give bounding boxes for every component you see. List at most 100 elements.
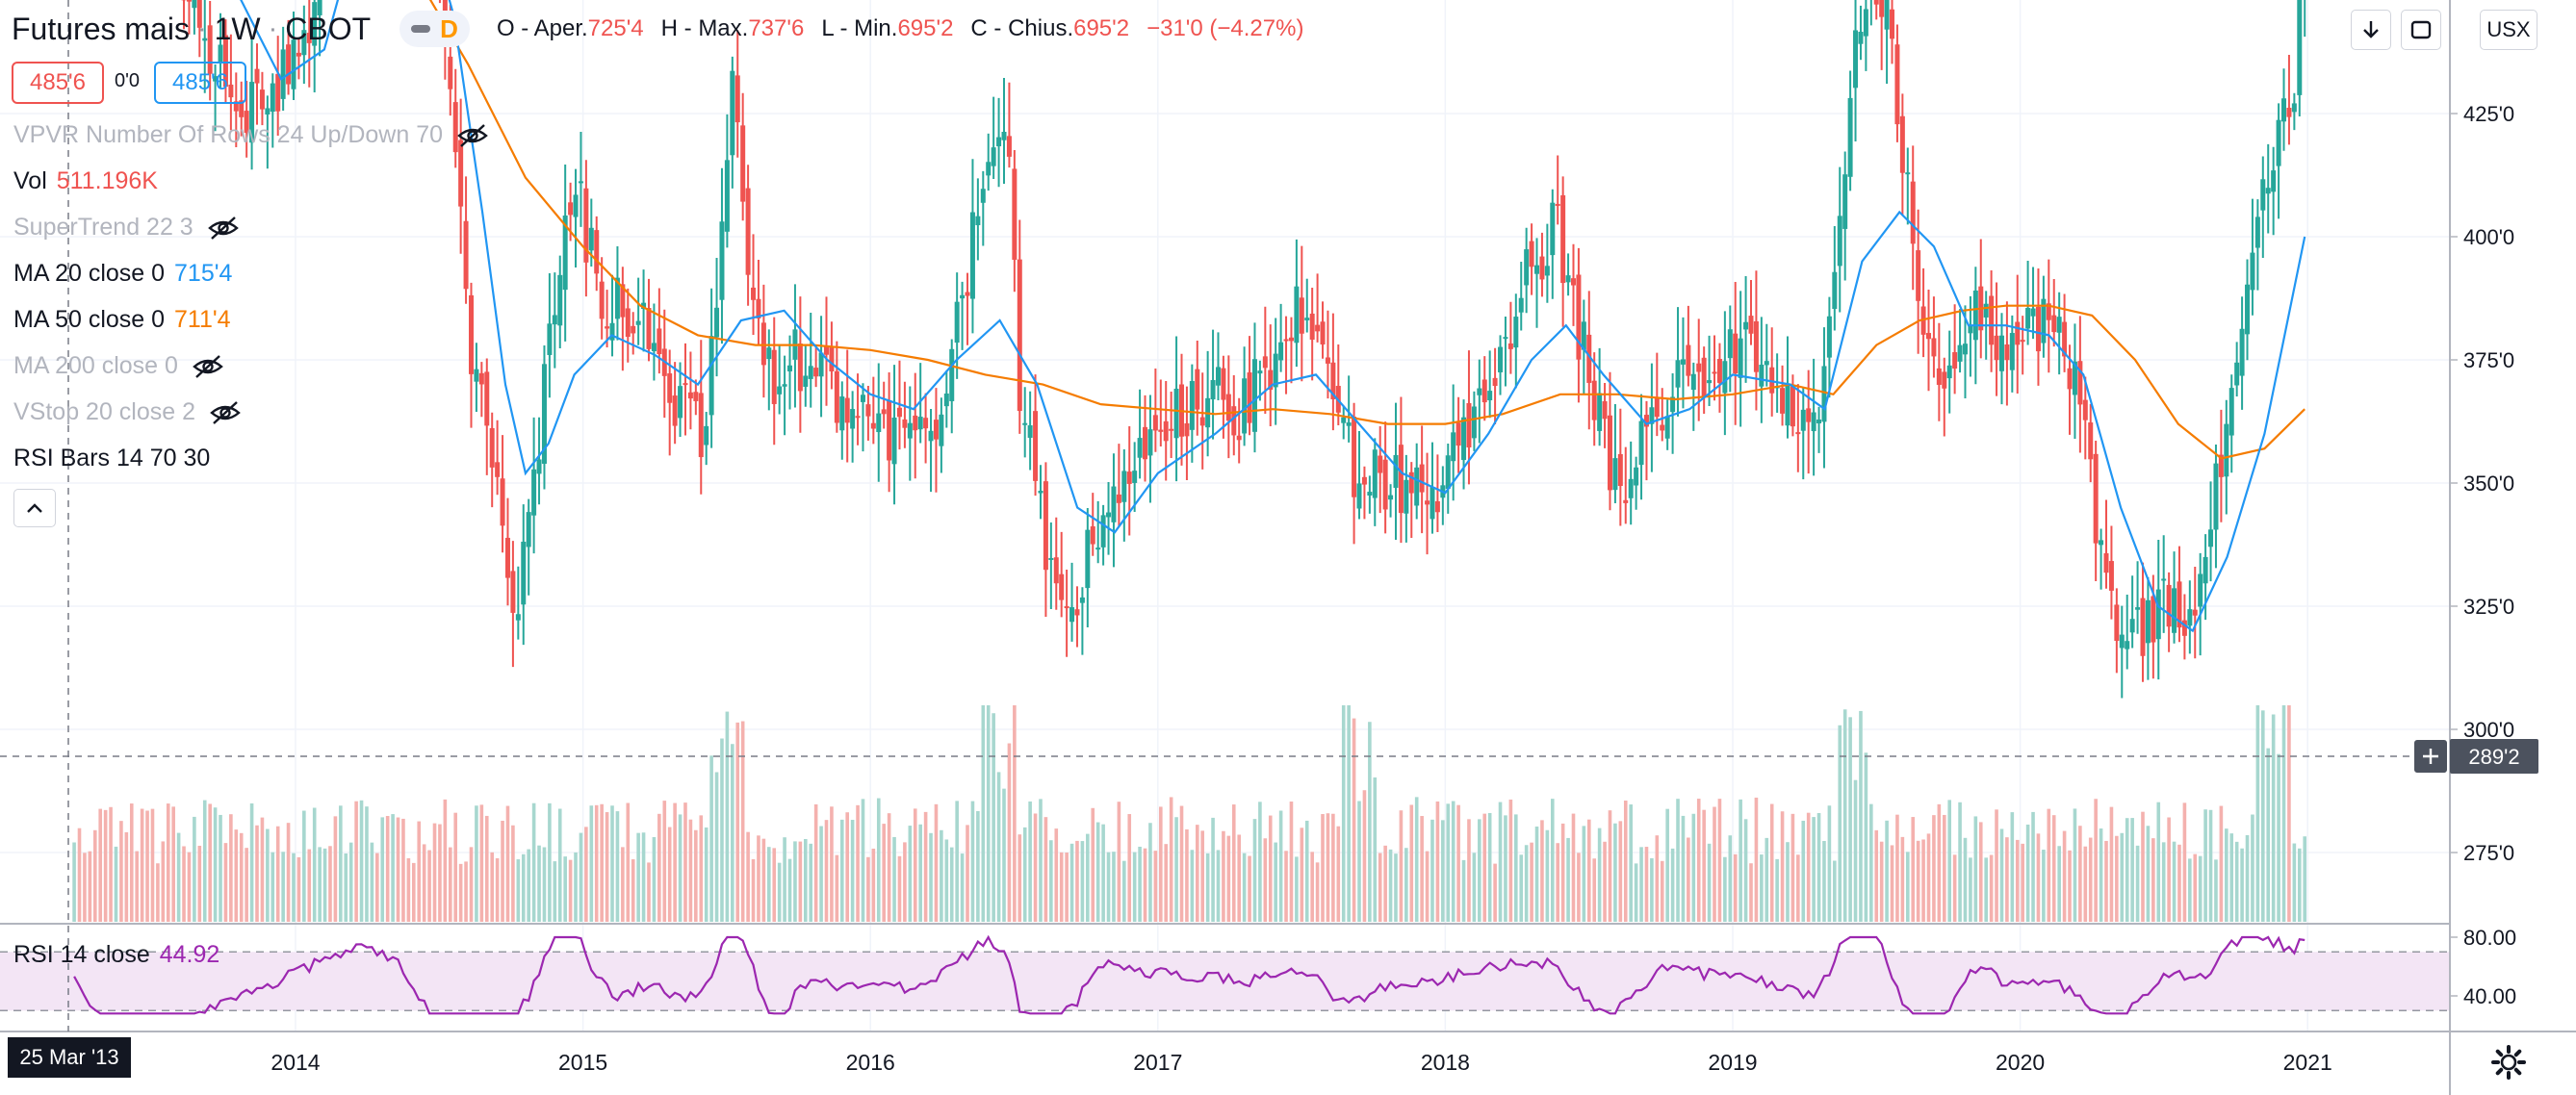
candle [2218,454,2224,477]
volume-bar [370,842,374,922]
volume-bar [1769,803,1774,922]
volume-bar [1995,809,1998,922]
collapse-legend-button[interactable] [13,489,56,527]
volume-bar [2234,841,2239,922]
candle [1341,417,1347,423]
fullscreen-icon [2410,20,2432,39]
volume-bar [202,800,207,922]
volume-bar [464,861,468,922]
candle [2213,463,2219,530]
currency-button[interactable]: USX [2480,10,2537,50]
volume-bar [1263,838,1268,922]
candle [1837,216,1842,267]
sell-button[interactable]: 485'6 [12,62,104,104]
volume-bar [1926,833,1931,922]
symbol-header[interactable]: Futures mais · 1W · CBOT D O - Aper.725'… [12,11,1304,47]
candle [1617,453,1623,487]
candle [2103,552,2109,573]
candle [2187,609,2193,626]
market-status-pill[interactable]: D [399,11,470,47]
volume-bar [1425,851,1430,922]
volume-bar [1597,828,1602,922]
volume-bar [1331,813,1335,922]
volume-bar [548,802,552,922]
volume-bar [213,807,218,922]
volume-bar [2068,850,2072,922]
volume-bar [505,805,510,922]
candle [855,416,861,419]
volume-bar [1848,717,1852,922]
scroll-down-button[interactable] [2351,10,2391,50]
interval[interactable]: 1W [214,11,261,46]
candle [1299,297,1304,334]
candle [1936,368,1942,385]
volume-bar [1969,857,1972,922]
volume-bar [1577,853,1581,922]
candle [1832,271,1838,310]
fullscreen-button[interactable] [2401,10,2441,50]
candle [1957,344,1963,362]
candle [714,307,720,338]
volume-bar [542,847,547,922]
ma50-line [428,0,2306,460]
volume-bar [318,847,322,922]
volume-bar [1864,752,1868,922]
candle [1722,361,1728,394]
candle [865,404,871,417]
candle [301,30,307,56]
volume-bar [2057,846,2061,922]
volume-bar [2088,837,2093,922]
gear-icon[interactable] [2489,1043,2528,1082]
volume-bar [1248,855,1251,922]
candle [239,100,245,117]
volume-bar [1252,819,1257,922]
candle [614,277,620,319]
volume-bar [2292,843,2297,922]
candle [939,414,944,446]
open-label: O - Aper. [496,15,588,41]
volume-bar [626,802,631,922]
volume-bar [103,809,108,922]
candle [2145,599,2151,644]
candle [1147,429,1153,456]
candle [1278,342,1284,361]
candle [500,478,505,526]
volume-bar [787,858,792,922]
candle [1507,343,1513,349]
buy-button[interactable]: 485'6 [154,62,246,104]
time-tick-label: 2015 [558,1050,607,1075]
candle [1899,115,1905,173]
volume-bar [1007,743,1012,922]
candle [1759,364,1765,387]
candle [1748,316,1754,334]
candle [2072,361,2077,395]
volume-bar [375,853,379,922]
volume-bar [1435,801,1440,922]
volume-bar [2203,809,2207,922]
volume-bar [673,802,677,922]
volume-bar [1467,819,1471,922]
candle [2015,321,2021,345]
symbol-name[interactable]: Futures mais [12,11,190,46]
candle [1095,548,1101,550]
open-value: 725'4 [587,15,644,41]
volume-bar [1634,863,1638,922]
candle [797,344,803,392]
candle [2051,315,2057,333]
candle [1560,194,1566,284]
volume-bar [1932,815,1936,922]
candle [667,373,673,403]
volume-bar [798,841,803,922]
candle [724,160,730,232]
volume-bar [2047,808,2051,922]
volume-bar [1937,803,1942,922]
volume-bar [955,801,959,922]
candle [1753,320,1759,372]
crosshair-price-label: 289'2 [2468,745,2519,769]
candle [228,84,234,98]
volume-bar [2240,848,2244,922]
candle [1242,378,1248,434]
volume-bar [976,810,980,922]
candle [1764,361,1769,366]
